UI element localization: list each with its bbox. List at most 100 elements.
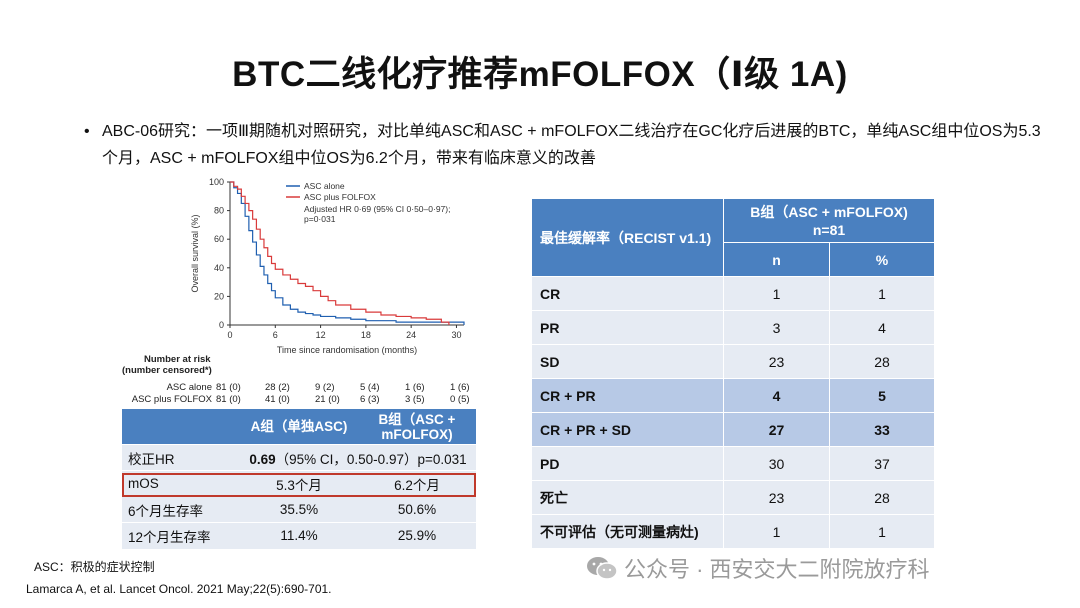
table-a-row-hr: 校正HR 0.69（95% CI，0.50-0.97）p=0.031 — [122, 444, 476, 471]
table-b-cell-n: 27 — [723, 412, 830, 447]
table-b-cell-label: SD — [531, 344, 724, 379]
hr-annotation: Adjusted HR 0·69 (95% CI 0·50–0·97); — [304, 204, 450, 214]
hr-label: 校正HR — [122, 444, 240, 471]
table-a-row: 12个月生存率 11.4% 25.9% — [122, 522, 476, 549]
y-tick-label: 0 — [219, 320, 224, 330]
risk-header-1: Number at risk — [144, 354, 211, 365]
table-b-row: PR 3 4 — [531, 310, 935, 345]
table-a-cell: 50.6% — [358, 496, 476, 523]
table-a-header-empty — [122, 408, 240, 445]
table-b-col1-header: 最佳缓解率（RECIST v1.1) — [531, 198, 724, 277]
hr-value: 0.69（95% CI，0.50-0.97）p=0.031 — [240, 444, 476, 471]
y-tick-label: 40 — [214, 263, 224, 273]
risk-value: 1 (6) — [405, 382, 425, 393]
risk-row-label: ASC plus FOLFOX — [131, 394, 212, 405]
bullet-text: ABC-06研究：一项Ⅲ期随机对照研究，对比单纯ASC和ASC + mFOLFO… — [102, 123, 1041, 167]
risk-header-2: (number censored*) — [122, 365, 212, 376]
risk-value: 21 (0) — [315, 394, 340, 405]
risk-value: 28 (2) — [265, 382, 290, 393]
risk-value: 5 (4) — [360, 382, 380, 393]
bullet-dot: • — [84, 123, 90, 140]
y-tick-label: 20 — [214, 291, 224, 301]
table-b-cell-label: CR + PR — [531, 378, 724, 413]
hr-annotation: p=0·031 — [304, 214, 336, 224]
table-a-cell: 12个月生存率 — [122, 522, 240, 549]
risk-value: 1 (6) — [450, 382, 470, 393]
series-line-0 — [230, 181, 465, 325]
table-b-header-row1: 最佳缓解率（RECIST v1.1) B组（ASC + mFOLFOX) n=8… — [531, 198, 935, 277]
table-b-row: SD 23 28 — [531, 344, 935, 379]
risk-row-label: ASC alone — [166, 382, 212, 393]
table-b-cell-pct: 28 — [829, 480, 935, 515]
x-tick-label: 24 — [406, 330, 416, 340]
table-b-cell-n: 23 — [723, 480, 830, 515]
table-b-cell-n: 30 — [723, 446, 830, 481]
table-b-cell-label: PD — [531, 446, 724, 481]
table-b-cell-label: CR — [531, 276, 724, 311]
table-b-cell-n: 4 — [723, 378, 830, 413]
table-b-sub-n: n — [723, 242, 830, 277]
table-b-row: CR 1 1 — [531, 276, 935, 311]
table-b-cell-pct: 1 — [829, 276, 935, 311]
table-b-row: 不可评估（无可测量病灶) 1 1 — [531, 514, 935, 549]
slide-title: BTC二线化疗推荐mFOLFOX（Ⅰ级 1A) — [232, 55, 848, 94]
table-a-header-a: A组（单独ASC) — [240, 408, 358, 445]
watermark: 公众号 · 西安交大二附院放疗科 — [586, 552, 930, 584]
y-tick-label: 100 — [209, 177, 224, 187]
risk-value: 6 (3) — [360, 394, 380, 405]
table-b-cell-pct: 1 — [829, 514, 935, 549]
bullet-point: • ABC-06研究：一项Ⅲ期随机对照研究，对比单纯ASC和ASC + mFOL… — [84, 118, 1044, 172]
hr-value-bold: 0.69 — [249, 451, 276, 467]
table-b-cell-pct: 37 — [829, 446, 935, 481]
table-b-group-label: B组（ASC + mFOLFOX) — [750, 203, 908, 220]
table-b-cell-pct: 33 — [829, 412, 935, 447]
table-b-row: 死亡 23 28 — [531, 480, 935, 515]
table-b-cell-n: 3 — [723, 310, 830, 345]
x-tick-label: 12 — [316, 330, 326, 340]
series-line-1 — [230, 181, 450, 325]
risk-value: 81 (0) — [216, 394, 241, 405]
table-a-row: 6个月生存率 35.5% 50.6% — [122, 496, 476, 523]
y-axis-label: Overall survival (%) — [190, 214, 200, 292]
x-axis-label: Time since randomisation (months) — [277, 345, 417, 355]
reference: Lamarca A, et al. Lancet Oncol. 2021 May… — [26, 582, 332, 596]
wechat-icon — [586, 555, 618, 581]
km-survival-chart: 0 20 40 60 80 100 0 6 12 18 24 30 Time since randomi… — [190, 177, 465, 355]
x-tick-label: 18 — [361, 330, 371, 340]
number-at-risk: Number at risk (number censored*) ASC al… — [104, 354, 484, 405]
table-b-cell-pct: 28 — [829, 344, 935, 379]
table-b-group-header: B组（ASC + mFOLFOX) n=81 — [723, 198, 935, 243]
risk-value: 3 (5) — [405, 394, 425, 405]
table-b-cell-label: PR — [531, 310, 724, 345]
table-b-cell-label: CR + PR + SD — [531, 412, 724, 447]
table-a-cell: 6个月生存率 — [122, 496, 240, 523]
risk-value: 9 (2) — [315, 382, 335, 393]
hr-value-rest: （95% CI，0.50-0.97）p=0.031 — [275, 451, 467, 467]
watermark-text: 公众号 · 西安交大二附院放疗科 — [624, 557, 930, 582]
table-b-cell-n: 23 — [723, 344, 830, 379]
footnote: ASC：积极的症状控制 — [34, 560, 155, 574]
risk-value: 81 (0) — [216, 382, 241, 393]
table-b-row: CR + PR 4 5 — [531, 378, 935, 413]
table-b-cell-pct: 5 — [829, 378, 935, 413]
risk-value: 41 (0) — [265, 394, 290, 405]
x-tick-label: 0 — [227, 330, 232, 340]
table-a-cell: 25.9% — [358, 522, 476, 549]
x-tick-label: 6 — [273, 330, 278, 340]
risk-value: 0 (5) — [450, 394, 470, 405]
y-tick-label: 80 — [214, 206, 224, 216]
table-b-group-n: n=81 — [812, 221, 846, 238]
mos-highlight-box — [122, 473, 476, 497]
table-b-cell-n: 1 — [723, 276, 830, 311]
table-a-cell: 11.4% — [240, 522, 358, 549]
table-a-header: A组（单独ASC) B组（ASC + mFOLFOX) — [122, 408, 476, 445]
table-a-cell: 35.5% — [240, 496, 358, 523]
table-a-header-b: B组（ASC + mFOLFOX) — [358, 408, 476, 445]
table-b-cell-label: 不可评估（无可测量病灶) — [531, 514, 724, 549]
table-b-cell-pct: 4 — [829, 310, 935, 345]
table-b-row: PD 30 37 — [531, 446, 935, 481]
x-tick-label: 30 — [451, 330, 461, 340]
table-b-cell-label: 死亡 — [531, 480, 724, 515]
table-b-row: CR + PR + SD 27 33 — [531, 412, 935, 447]
table-b-sub-pct: % — [829, 242, 935, 277]
